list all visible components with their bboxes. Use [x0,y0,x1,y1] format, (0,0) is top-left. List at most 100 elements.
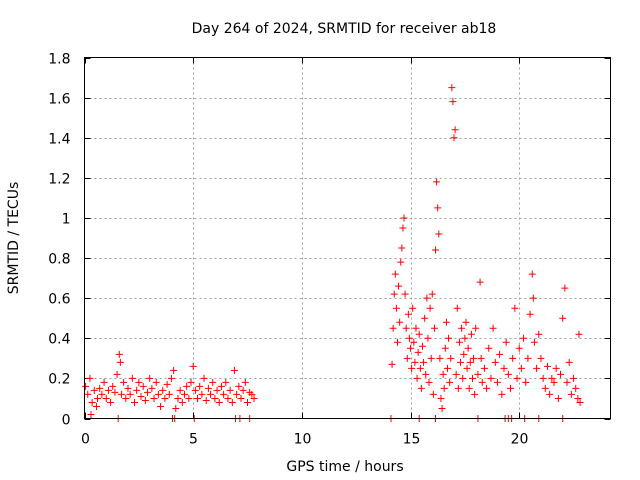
data-point [487,374,495,382]
data-point [467,330,475,338]
data-point [485,344,493,352]
data-point [429,390,437,398]
data-point [460,350,468,358]
data-point [403,354,411,362]
data-point [176,386,184,394]
chart-title: Day 264 of 2024, SRMTID for receiver ab1… [192,21,497,37]
data-point [141,396,149,404]
data-point [180,390,188,398]
data-point [100,378,108,386]
data-point [451,126,459,134]
data-point [491,358,499,366]
data-point [477,354,485,362]
data-point [137,392,145,400]
y-tick-label: 1.8 [48,52,70,68]
data-point [515,344,523,352]
data-point [520,334,528,342]
data-point [464,344,472,352]
data-point [178,398,186,406]
y-tick-label: 0.2 [48,372,70,388]
data-point [498,390,506,398]
data-point [468,374,476,382]
data-point [539,374,547,382]
data-point [144,388,152,396]
data-point [146,374,154,382]
data-point [576,398,584,406]
data-point [150,394,158,402]
data-point [524,354,532,362]
data-point [461,334,469,342]
data-point [90,386,98,394]
data-point [241,378,249,386]
data-point [196,382,204,390]
data-point [443,364,451,372]
data-point [511,304,519,312]
data-point [207,390,215,398]
y-tick-label: 0 [62,413,71,429]
data-point [458,324,466,332]
data-point [454,384,462,392]
gridlines [84,57,611,419]
data-point [537,354,545,362]
data-point [425,378,433,386]
data-point [447,354,455,362]
x-tick-label: 15 [403,432,421,448]
data-point [423,294,431,302]
data-point [528,270,536,278]
data-point [433,178,441,186]
data-point [84,390,92,398]
data-point [398,244,406,252]
data-point [248,390,256,398]
data-point [172,404,180,412]
data-point [445,334,453,342]
data-point [390,290,398,298]
y-axis-label: SRMTID / TECUs [6,182,22,295]
data-point [541,384,549,392]
data-point [135,378,143,386]
data-point [483,384,491,392]
data-point [462,318,470,326]
data-point [96,384,104,392]
data-point [493,378,501,386]
data-point [122,394,130,402]
data-point [167,374,175,382]
data-point [402,324,410,332]
data-point [561,284,569,292]
data-point [552,364,560,372]
x-tick-label: 10 [294,432,312,448]
data-point [474,370,482,378]
data-point [239,386,247,394]
data-point [426,304,434,312]
data-point [152,378,160,386]
data-point [183,382,191,390]
data-point [472,324,480,332]
data-point [554,394,562,402]
data-point [543,362,551,370]
data-point [439,370,447,378]
data-point [415,330,423,338]
data-point [546,390,554,398]
data-point [124,384,132,392]
data-point [189,362,197,370]
data-point [154,390,162,398]
data-point [191,386,199,394]
x-axis-label: GPS time / hours [286,459,403,475]
data-point [448,84,456,92]
data-point [517,364,525,372]
data-point [405,334,413,342]
data-point [230,366,238,374]
data-point [442,318,450,326]
data-point [548,374,556,382]
data-points [82,84,584,422]
data-point [489,324,497,332]
data-point [222,378,230,386]
data-point [94,394,102,402]
data-point [250,394,258,402]
data-point [104,386,112,394]
data-point [233,390,241,398]
data-point [157,402,165,410]
data-point [567,390,575,398]
data-point [107,398,115,406]
data-point [133,386,141,394]
